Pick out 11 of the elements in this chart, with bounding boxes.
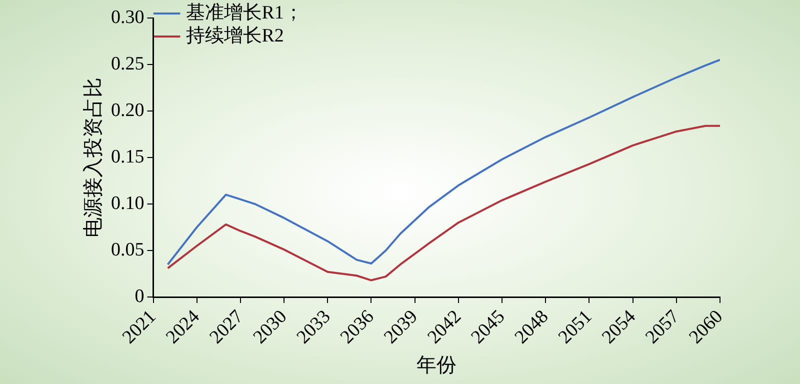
y-tick-label: 0.15: [111, 146, 144, 168]
legend-label: 持续增长R2: [186, 25, 284, 46]
y-tick-label: 0.25: [111, 53, 144, 74]
x-axis-title: 年份: [416, 354, 457, 376]
y-tick-label: 0: [134, 286, 144, 307]
y-axis-title: 电源接入投资占比: [82, 78, 104, 238]
y-tick-label: 0.30: [111, 6, 144, 28]
y-tick-label: 0.10: [111, 192, 144, 214]
legend-label: 基准增长R1；: [186, 2, 303, 24]
y-tick-label: 0.05: [111, 239, 144, 260]
y-tick-label: 0.20: [111, 100, 144, 121]
